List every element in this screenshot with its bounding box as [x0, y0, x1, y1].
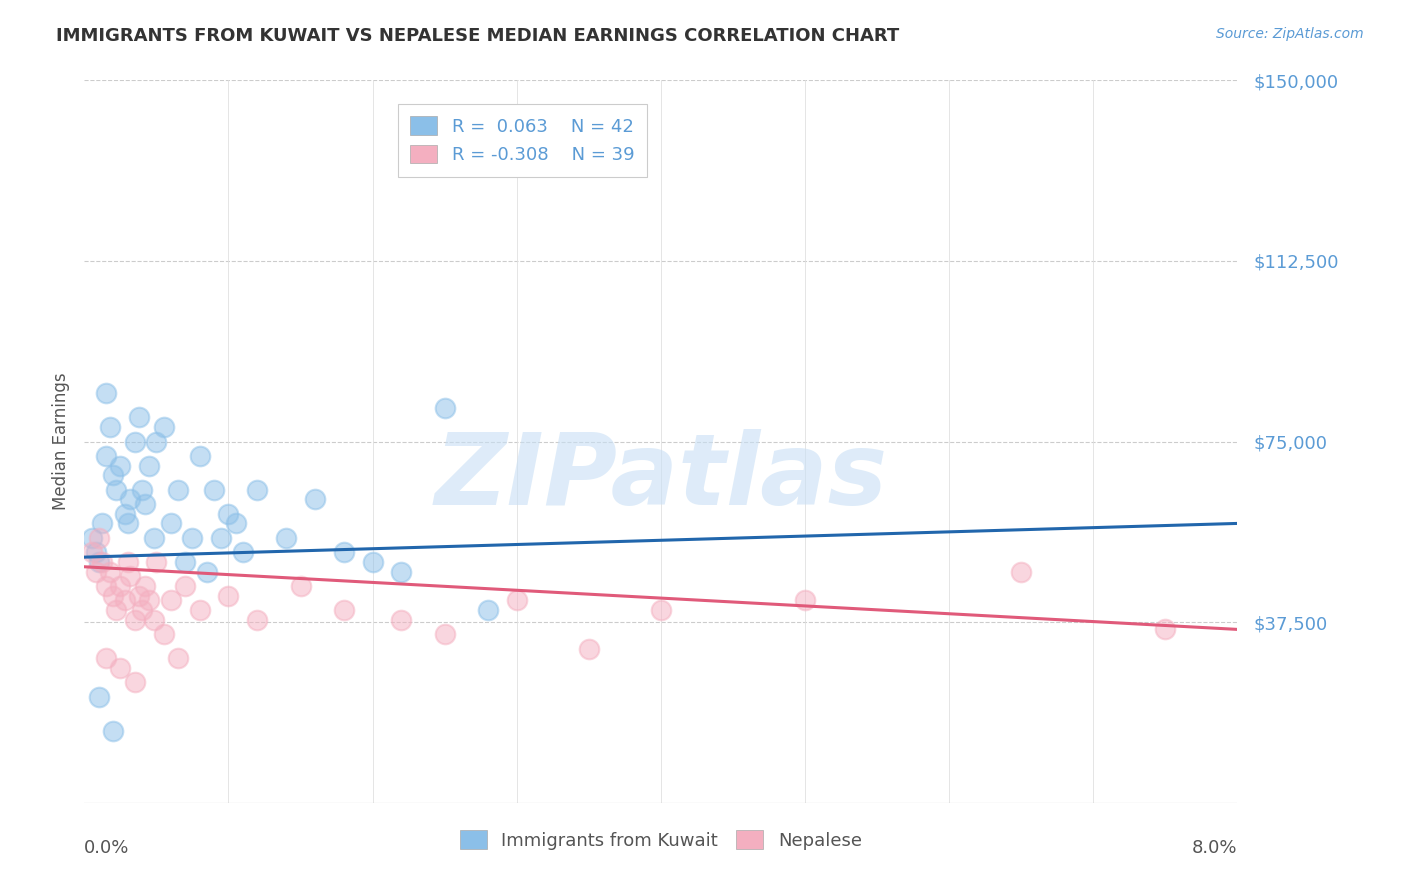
Point: [114, 507, 136, 521]
Point: [209, 531, 232, 545]
Point: [138, 458, 160, 473]
Point: [90, 516, 112, 531]
Point: [174, 555, 197, 569]
Point: [290, 579, 312, 593]
Point: [225, 516, 247, 531]
Point: [188, 603, 211, 617]
Point: [94, 386, 117, 401]
Point: [145, 434, 167, 449]
Text: 0.0%: 0.0%: [84, 838, 129, 857]
Point: [361, 555, 384, 569]
Point: [131, 603, 153, 617]
Point: [128, 589, 150, 603]
Point: [128, 410, 150, 425]
Point: [117, 516, 139, 531]
Point: [181, 531, 204, 545]
Point: [84, 545, 107, 559]
Point: [80, 531, 103, 545]
Point: [103, 468, 124, 483]
Point: [276, 531, 298, 545]
Point: [80, 545, 103, 559]
Point: [188, 449, 211, 463]
Point: [124, 434, 146, 449]
Point: [110, 579, 132, 593]
Point: [142, 531, 165, 545]
Text: Source: ZipAtlas.com: Source: ZipAtlas.com: [1216, 27, 1364, 41]
Point: [114, 593, 136, 607]
Point: [246, 483, 269, 497]
Point: [195, 565, 218, 579]
Point: [145, 555, 167, 569]
Text: IMMIGRANTS FROM KUWAIT VS NEPALESE MEDIAN EARNINGS CORRELATION CHART: IMMIGRANTS FROM KUWAIT VS NEPALESE MEDIA…: [56, 27, 900, 45]
Point: [84, 565, 107, 579]
Point: [117, 555, 139, 569]
Point: [131, 483, 153, 497]
Point: [160, 593, 183, 607]
Point: [433, 401, 456, 415]
Point: [90, 555, 112, 569]
Point: [98, 420, 121, 434]
Point: [202, 483, 225, 497]
Point: [1010, 565, 1032, 579]
Point: [94, 579, 117, 593]
Point: [124, 613, 146, 627]
Point: [105, 603, 128, 617]
Point: [138, 593, 160, 607]
Point: [218, 507, 240, 521]
Point: [433, 627, 456, 641]
Point: [120, 492, 142, 507]
Point: [160, 516, 183, 531]
Point: [87, 690, 110, 704]
Point: [134, 579, 156, 593]
Point: [87, 555, 110, 569]
Text: 8.0%: 8.0%: [1192, 838, 1237, 857]
Point: [1154, 623, 1177, 637]
Point: [794, 593, 817, 607]
Point: [391, 565, 413, 579]
Point: [87, 531, 110, 545]
Point: [333, 545, 356, 559]
Point: [232, 545, 254, 559]
Point: [506, 593, 529, 607]
Point: [174, 579, 197, 593]
Point: [105, 483, 128, 497]
Point: [578, 641, 600, 656]
Point: [391, 613, 413, 627]
Point: [142, 613, 165, 627]
Point: [167, 483, 190, 497]
Point: [304, 492, 326, 507]
Point: [152, 627, 174, 641]
Point: [110, 661, 132, 675]
Y-axis label: Median Earnings: Median Earnings: [52, 373, 70, 510]
Point: [94, 449, 117, 463]
Point: [477, 603, 499, 617]
Point: [120, 569, 142, 583]
Legend: Immigrants from Kuwait, Nepalese: Immigrants from Kuwait, Nepalese: [451, 822, 870, 859]
Point: [98, 565, 121, 579]
Point: [167, 651, 190, 665]
Point: [246, 613, 269, 627]
Point: [333, 603, 356, 617]
Point: [103, 589, 124, 603]
Point: [218, 589, 240, 603]
Point: [134, 497, 156, 511]
Text: ZIPatlas: ZIPatlas: [434, 429, 887, 526]
Point: [152, 420, 174, 434]
Point: [110, 458, 132, 473]
Point: [103, 723, 124, 738]
Point: [124, 675, 146, 690]
Point: [650, 603, 672, 617]
Point: [94, 651, 117, 665]
